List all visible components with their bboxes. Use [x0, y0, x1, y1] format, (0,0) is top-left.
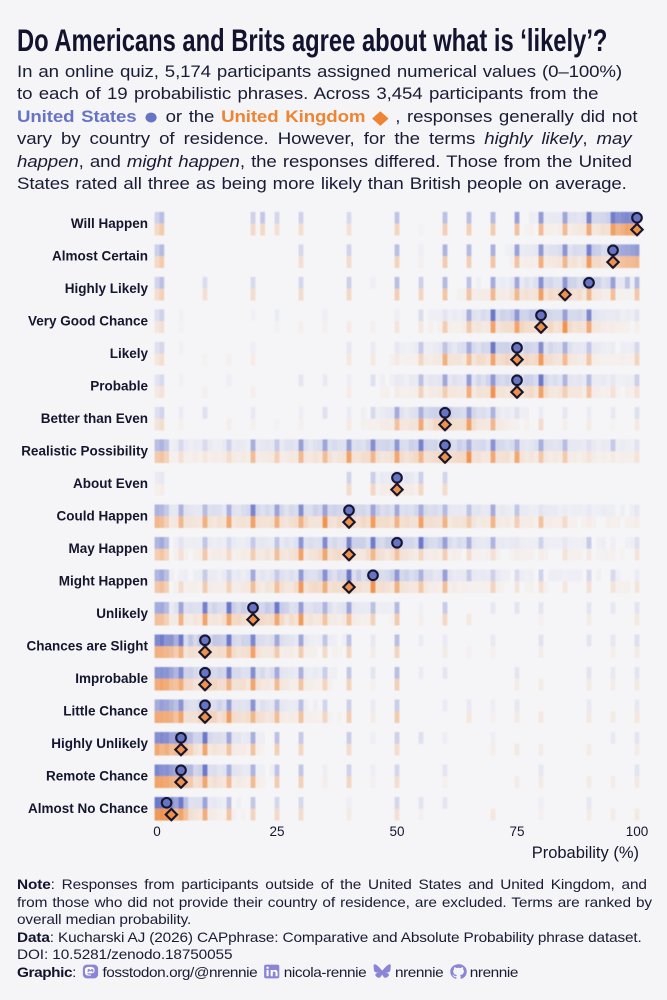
- svg-text:Probable: Probable: [90, 379, 148, 394]
- svg-text:Realistic Possibility: Realistic Possibility: [21, 444, 148, 459]
- svg-text:Chances are Slight: Chances are Slight: [26, 639, 148, 654]
- svg-text:Better than Even: Better than Even: [41, 411, 148, 426]
- svg-text:50: 50: [389, 824, 404, 839]
- svg-text:25: 25: [269, 824, 284, 839]
- svg-text:Highly Likely: Highly Likely: [65, 281, 149, 296]
- svg-text:About Even: About Even: [73, 476, 148, 491]
- svg-text:Will Happen: Will Happen: [71, 216, 148, 231]
- svg-text:Might Happen: Might Happen: [59, 574, 148, 589]
- svg-text:Little Chance: Little Chance: [63, 704, 148, 719]
- svg-text:May Happen: May Happen: [68, 541, 148, 556]
- svg-text:0: 0: [153, 824, 161, 839]
- svg-text:Could Happen: Could Happen: [57, 509, 149, 524]
- svg-text:Almost No Chance: Almost No Chance: [28, 801, 149, 816]
- svg-text:100: 100: [626, 824, 649, 839]
- svg-text:75: 75: [509, 824, 524, 839]
- svg-text:Improbable: Improbable: [75, 671, 148, 686]
- svg-text:Almost Certain: Almost Certain: [52, 249, 148, 264]
- svg-text:Likely: Likely: [110, 346, 149, 361]
- svg-text:Very Good Chance: Very Good Chance: [28, 314, 149, 329]
- svg-text:Unlikely: Unlikely: [96, 606, 148, 621]
- svg-text:Remote Chance: Remote Chance: [46, 769, 149, 784]
- svg-text:Highly Unlikely: Highly Unlikely: [51, 736, 148, 751]
- svg-text:Probability (%): Probability (%): [532, 844, 639, 862]
